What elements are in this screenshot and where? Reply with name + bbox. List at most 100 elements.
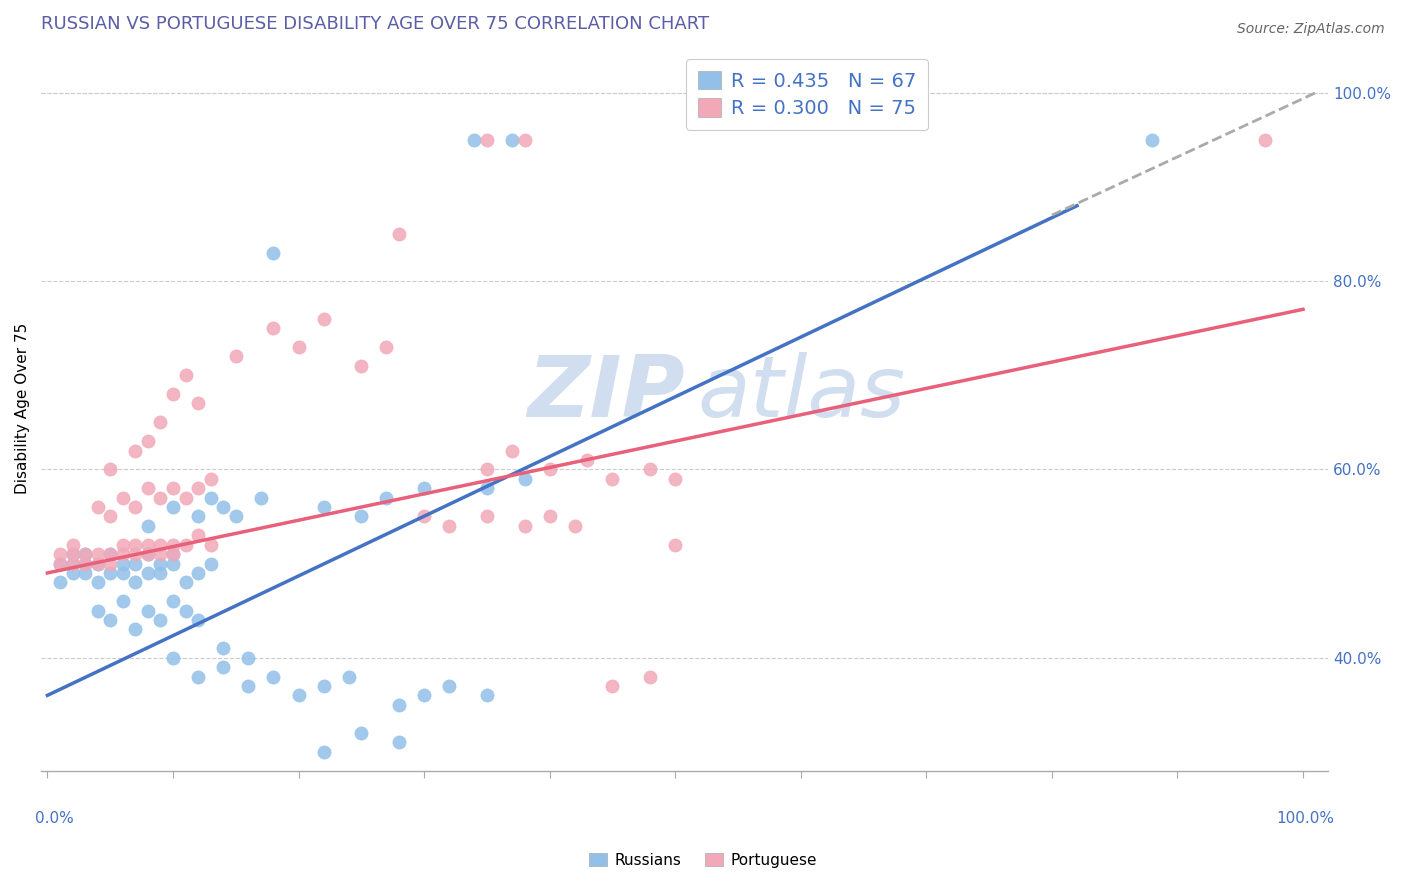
Point [187,481,209,495]
Point [86,500,108,514]
Point [162,481,184,495]
Point [124,538,146,552]
Point [664,538,686,552]
Point [98,566,121,580]
Point [437,679,460,693]
Point [187,613,209,627]
Point [136,566,159,580]
Point [162,538,184,552]
Point [174,538,197,552]
Point [111,491,134,505]
Point [62,557,84,571]
Point [1142,133,1164,147]
Point [73,547,96,561]
Point [49,575,72,590]
Text: 0.0%: 0.0% [35,811,73,826]
Point [413,481,436,495]
Point [162,500,184,514]
Point [62,566,84,580]
Point [413,509,436,524]
Point [350,726,373,740]
Point [350,359,373,373]
Point [602,679,624,693]
Point [475,689,498,703]
Point [564,519,586,533]
Point [287,689,309,703]
Point [149,547,172,561]
Point [187,566,209,580]
Point [388,735,411,749]
Point [149,491,172,505]
Point [388,227,411,241]
Point [98,613,121,627]
Point [312,311,335,326]
Point [174,604,197,618]
Point [200,557,222,571]
Text: Source: ZipAtlas.com: Source: ZipAtlas.com [1237,22,1385,37]
Point [200,538,222,552]
Point [62,547,84,561]
Point [187,396,209,410]
Text: RUSSIAN VS PORTUGUESE DISABILITY AGE OVER 75 CORRELATION CHART: RUSSIAN VS PORTUGUESE DISABILITY AGE OVE… [41,15,709,33]
Point [187,669,209,683]
Point [174,368,197,383]
Point [149,538,172,552]
Point [86,575,108,590]
Point [86,547,108,561]
Point [73,566,96,580]
Point [136,547,159,561]
Point [162,650,184,665]
Point [501,133,523,147]
Point [73,557,96,571]
Point [388,698,411,712]
Point [98,509,121,524]
Point [437,519,460,533]
Point [262,669,284,683]
Point [149,566,172,580]
Point [475,462,498,476]
Point [174,491,197,505]
Point [136,519,159,533]
Point [501,443,523,458]
Point [312,500,335,514]
Point [136,434,159,449]
Point [1254,133,1277,147]
Point [62,538,84,552]
Point [136,547,159,561]
Point [212,641,235,656]
Legend: R = 0.435   N = 67, R = 0.300   N = 75: R = 0.435 N = 67, R = 0.300 N = 75 [686,59,928,130]
Point [98,462,121,476]
Point [475,481,498,495]
Point [538,509,561,524]
Point [475,509,498,524]
Point [124,557,146,571]
Point [250,491,273,505]
Text: ZIP: ZIP [527,352,685,435]
Point [124,575,146,590]
Point [111,566,134,580]
Point [124,443,146,458]
Point [262,245,284,260]
Point [162,387,184,401]
Point [475,133,498,147]
Point [187,509,209,524]
Point [602,472,624,486]
Point [86,557,108,571]
Point [638,669,661,683]
Point [49,547,72,561]
Point [174,575,197,590]
Point [98,557,121,571]
Point [98,547,121,561]
Point [162,594,184,608]
Point [212,660,235,674]
Point [375,340,398,354]
Point [513,519,536,533]
Point [238,650,260,665]
Point [136,604,159,618]
Point [238,679,260,693]
Point [664,472,686,486]
Point [162,547,184,561]
Point [162,547,184,561]
Point [638,462,661,476]
Text: 100.0%: 100.0% [1277,811,1334,826]
